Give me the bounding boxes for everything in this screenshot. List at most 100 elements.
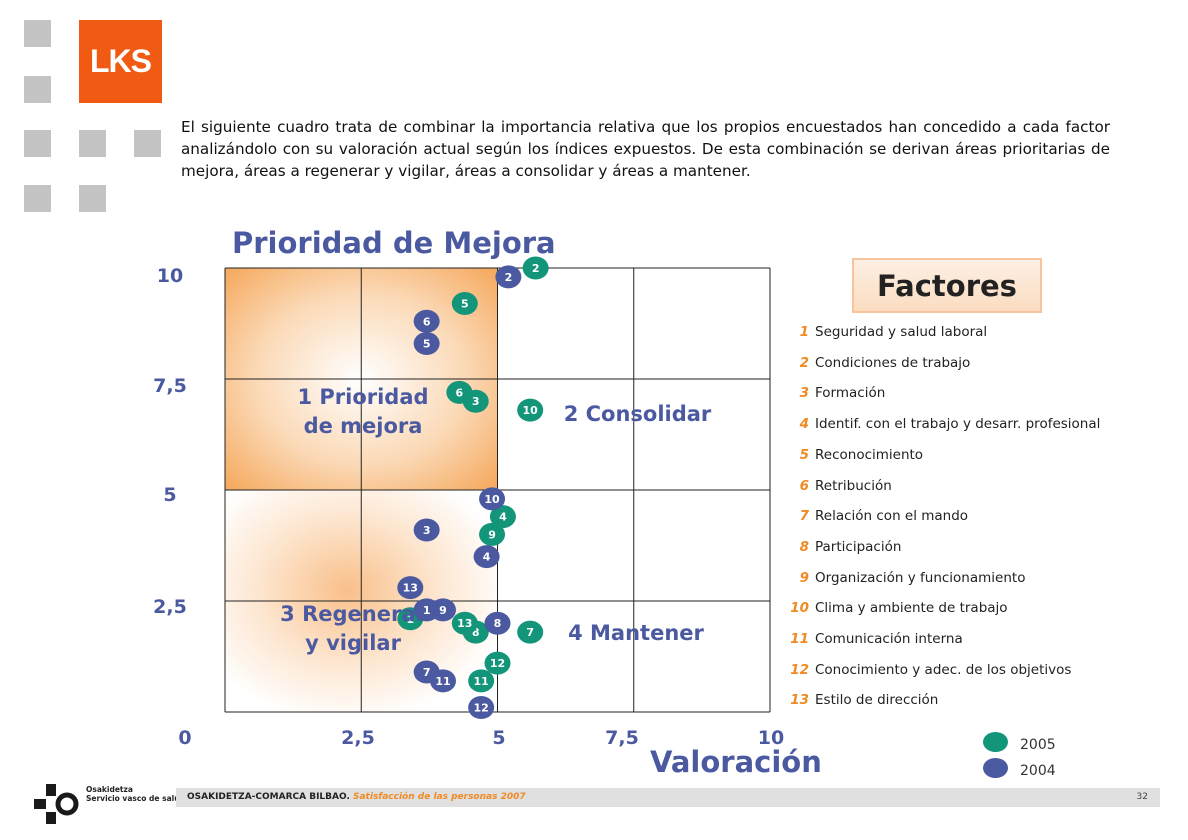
footer-org: OSAKIDETZA-COMARCA BILBAO. Satisfacción … [187, 788, 526, 807]
point-label: 7 [526, 626, 534, 639]
point-label: 12 [473, 702, 488, 715]
point-label: 10 [484, 493, 500, 506]
data-point-2005-11: 11 [468, 669, 495, 693]
data-point-2004-10: 10 [479, 487, 506, 511]
point-marker [473, 545, 500, 569]
factor-number: 5 [799, 446, 809, 463]
data-point-2004-6: 6 [413, 309, 440, 333]
point-marker [451, 292, 478, 316]
factor-number: 11 [790, 631, 809, 647]
decor-square [134, 130, 161, 157]
point-label: 3 [423, 524, 431, 537]
decor-square [24, 20, 51, 47]
quadrant-label-line: 2 Consolidar [563, 402, 712, 426]
point-label: 1 [423, 604, 431, 617]
factor-number: 6 [799, 477, 809, 494]
data-point-2005-6: 6 [446, 380, 473, 404]
x-tick-label: 2,5 [341, 727, 375, 749]
quadrant-1-label: 1 Prioridad de mejora [278, 383, 448, 441]
legend-label-2005: 2005 [1020, 737, 1056, 753]
point-marker [413, 331, 440, 355]
x-axis-title: Valoración [650, 745, 822, 779]
point-marker [446, 380, 473, 404]
factor-item: 11 Comunicación interna [784, 631, 963, 647]
factor-item: 9 Organización y funcionamiento [784, 570, 1026, 586]
point-marker [479, 522, 506, 546]
y-tick-label: 5 [163, 484, 177, 506]
point-marker [397, 576, 424, 600]
point-label: 7 [423, 666, 431, 679]
point-label: 13 [457, 617, 472, 630]
data-point-2004-12: 12 [468, 696, 495, 720]
factor-label: Reconocimiento [815, 446, 924, 463]
page-number: 32 [1136, 792, 1148, 802]
factor-label: Seguridad y salud laboral [815, 324, 988, 340]
quadrant-label-line: y vigilar [305, 631, 401, 655]
legend-label-2004: 2004 [1020, 763, 1056, 779]
point-marker [489, 505, 516, 529]
factor-label: Relación con el mando [815, 508, 969, 525]
quadrant-label-line: de mejora [303, 414, 423, 438]
data-point-2004-8: 8 [484, 611, 511, 635]
point-marker [484, 611, 511, 635]
factor-label: Condiciones de trabajo [815, 354, 971, 371]
data-point-2005-2: 2 [522, 256, 549, 280]
legend-marker-2005 [983, 732, 1008, 752]
grid-lines [224, 267, 771, 713]
point-label: 2 [505, 271, 513, 284]
factor-item: 8 Participación [784, 538, 902, 555]
factor-label: Estilo de dirección [815, 692, 939, 709]
quadrant-label-line: 1 Prioridad [297, 385, 429, 409]
factor-number: 2 [799, 354, 809, 371]
x-tick-label: 10 [757, 727, 785, 749]
factor-label: Formación [815, 385, 886, 402]
point-marker [484, 651, 511, 675]
point-label: 6 [423, 315, 431, 328]
factor-item: 4 Identif. con el trabajo y desarr. profe… [784, 416, 1101, 433]
factor-label: Conocimiento y adec. de los objetivos [815, 661, 1072, 678]
y-tick-label: 2,5 [153, 596, 187, 618]
data-point-2005-7: 7 [517, 620, 544, 644]
footer-subtitle: Satisfacción de las personas 2007 [353, 792, 526, 802]
point-marker [522, 256, 549, 280]
data-point-2004-11: 11 [430, 669, 456, 693]
footer-bar: OSAKIDETZA-COMARCA BILBAO. Satisfacción … [176, 788, 1160, 807]
point-label: 6 [456, 386, 464, 399]
point-label: 1 [406, 613, 414, 626]
y-tick-label: 10 [156, 265, 184, 287]
point-label: 10 [523, 404, 539, 417]
data-point-2004-3: 3 [413, 518, 440, 542]
data-point-2005-10: 10 [517, 398, 544, 422]
quadrant-2-label: 2 Consolidar [545, 400, 730, 429]
osakidetza-brand: Osakidetza Servicio vasco de salud [86, 785, 185, 803]
factor-label: Comunicación interna [815, 631, 963, 647]
point-marker [430, 598, 456, 622]
point-marker [468, 669, 495, 693]
point-marker [413, 309, 440, 333]
factor-label: Retribución [815, 477, 892, 494]
data-point-2004-5: 5 [413, 331, 440, 355]
osakidetza-logo-icon [34, 784, 79, 824]
intro-paragraph: El siguiente cuadro trata de combinar la… [181, 118, 1110, 180]
factor-label: Identif. con el trabajo y desarr. profes… [815, 416, 1101, 433]
x-tick-label: 0 [178, 727, 192, 749]
brand-line: Servicio vasco de salud [86, 794, 185, 803]
factor-number: 7 [799, 508, 809, 525]
quadrant-label-line: 3 Regenerar [280, 602, 426, 626]
factor-number: 10 [790, 600, 809, 617]
data-point-2004-4: 4 [473, 545, 500, 569]
point-label: 3 [472, 395, 480, 408]
footer-org-name: OSAKIDETZA-COMARCA BILBAO. [187, 792, 350, 802]
factor-number: 3 [799, 385, 809, 402]
point-marker [430, 669, 456, 693]
decor-square [24, 185, 51, 212]
data-point-2004-9: 9 [430, 598, 456, 622]
point-label: 5 [461, 298, 469, 311]
point-marker [451, 611, 478, 635]
factor-label: Participación [815, 538, 902, 555]
factors-title: Factores [852, 258, 1042, 313]
quadrant-4-label: 4 Mantener [546, 619, 726, 648]
decor-square [24, 76, 51, 103]
